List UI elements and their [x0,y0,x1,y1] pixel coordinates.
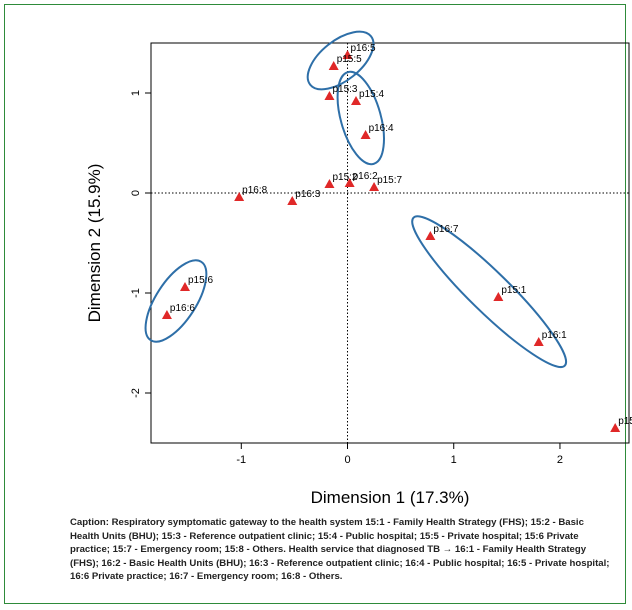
data-point-label: p15:4 [359,89,384,100]
data-point-label: p15:6 [188,275,213,286]
figure-caption: Caption: Respiratory symptomatic gateway… [70,517,610,582]
data-point-label: p15:5 [337,54,362,65]
data-point-marker [287,196,298,205]
x-tick-label: 0 [344,454,350,466]
data-point-marker [351,96,362,105]
x-tick-label: -1 [236,454,246,466]
cluster-ellipse [411,215,568,369]
data-point-marker [369,182,380,191]
x-tick-label: 1 [451,454,457,466]
data-point-label: p15:2 [332,172,357,183]
data-point-label: p16:5 [351,43,376,54]
data-point-marker [425,231,436,240]
data-point-marker [324,91,335,100]
data-point-marker [179,282,190,291]
data-point-label: p15:3 [332,84,357,95]
data-point-marker [610,423,621,432]
data-point-label: p15:1 [501,285,526,296]
data-point-label: p16:3 [295,189,320,200]
data-point-label: p16:8 [242,185,267,196]
data-point-marker [344,178,355,187]
cluster-ellipse [144,259,208,343]
data-point-label: p16:7 [433,224,458,235]
x-tick-label: 2 [557,454,563,466]
data-point-label: p16:6 [170,303,195,314]
data-point-label: p16:4 [369,123,394,134]
plot-area [150,42,630,444]
y-tick-label: -2 [130,388,142,398]
data-point-marker [342,50,353,59]
data-point-marker [234,192,245,201]
data-point-label: p15:7 [377,175,402,186]
figure-frame [4,4,626,604]
data-point-marker [161,310,172,319]
y-axis-label: Dimension 2 (15.9%) [85,164,104,323]
x-axis-label: Dimension 1 (17.3%) [311,488,470,507]
data-point-marker [493,292,504,301]
y-tick-label: -1 [130,288,142,298]
y-tick-label: 1 [130,90,142,96]
data-point-label: p16:1 [542,330,567,341]
data-point-marker [533,337,544,346]
data-point-label: p16:2 [353,171,378,182]
data-point-marker [360,130,371,139]
data-point-marker [328,61,339,70]
data-point-label: p15:8 [618,416,632,427]
y-tick-label: 0 [130,190,142,196]
cluster-ellipse [336,70,385,166]
data-point-marker [324,179,335,188]
cluster-ellipse [306,30,375,91]
